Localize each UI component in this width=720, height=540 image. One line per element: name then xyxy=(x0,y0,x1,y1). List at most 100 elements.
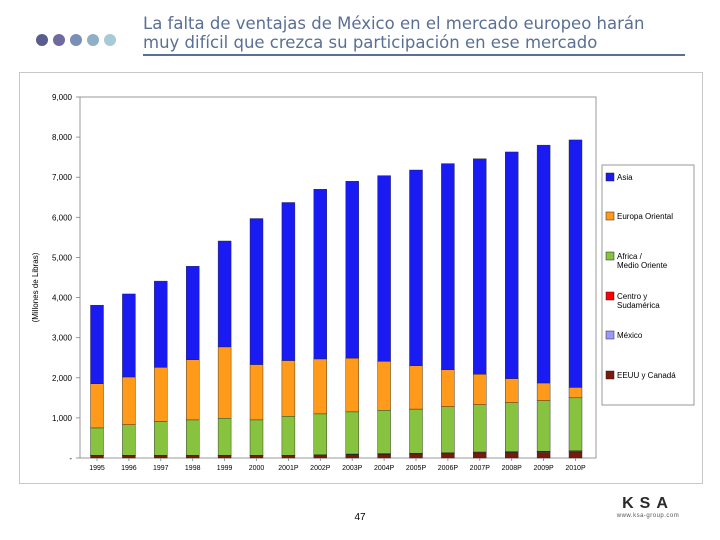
x-tick-label: 1997 xyxy=(153,465,169,472)
bar-segment xyxy=(90,304,104,384)
bar-segment xyxy=(154,455,168,459)
bar-segment xyxy=(473,452,487,459)
x-tick-label: 1998 xyxy=(185,465,201,472)
bar-segment xyxy=(473,404,487,453)
bar-segment xyxy=(313,189,327,360)
x-tick-label: 2002P xyxy=(310,465,331,472)
bar-segment xyxy=(185,455,200,459)
x-tick-label: 2003P xyxy=(342,465,363,472)
bar-segment xyxy=(505,402,519,452)
bar-segment xyxy=(441,369,455,407)
bar-segment xyxy=(505,151,519,379)
legend-label: Centro y Sudamérica xyxy=(617,292,660,310)
bar-segment xyxy=(185,419,200,456)
legend-swatch xyxy=(605,172,615,182)
y-tick-label: 2,000 xyxy=(52,374,73,383)
bar-segment xyxy=(249,419,264,456)
y-tick-label: - xyxy=(69,454,72,463)
legend-label: EEUU y Canadá xyxy=(617,371,676,380)
title-line-2: muy difícil que crezca su participación … xyxy=(143,33,598,52)
bar-segment xyxy=(473,373,487,405)
x-tick-label: 2007P xyxy=(470,465,491,472)
y-axis-title: (Millones de Libras) xyxy=(31,252,40,322)
plot-area xyxy=(79,96,597,459)
y-tick-label: 1,000 xyxy=(52,414,73,423)
y-tick-label: 6,000 xyxy=(52,213,73,222)
title-line-1: La falta de ventajas de México en el mer… xyxy=(143,14,645,33)
bar-segment xyxy=(536,400,551,452)
x-tick-label: 2009P xyxy=(533,465,554,472)
bar-segment xyxy=(568,397,583,451)
bar-segment xyxy=(345,411,359,455)
dot-2 xyxy=(53,34,65,46)
bar-segment xyxy=(281,202,296,361)
bar-segment xyxy=(249,218,264,365)
bar-segment xyxy=(505,452,519,459)
legend-label: México xyxy=(617,331,643,340)
logo-subtext: www.ksa-group.com xyxy=(616,513,680,519)
bar-segment xyxy=(122,376,136,425)
slide-title: La falta de ventajas de México en el mer… xyxy=(143,14,703,52)
page-number: 47 xyxy=(354,512,366,523)
y-tick-label: 8,000 xyxy=(52,133,73,142)
bar-segment xyxy=(122,293,136,378)
x-tick-label: 2006P xyxy=(438,465,459,472)
logo-mark: KSA xyxy=(622,495,674,512)
bar-segment xyxy=(505,378,519,403)
bar-segment xyxy=(377,361,391,411)
bar-segment xyxy=(345,181,359,359)
bar-segment xyxy=(217,418,232,456)
bar-segment xyxy=(217,240,232,348)
bar-segment xyxy=(154,367,168,422)
bar-segment xyxy=(441,163,455,370)
bar-segment xyxy=(536,382,551,401)
legend-swatch xyxy=(605,251,615,261)
legend-label: Africa / Medio Oriente xyxy=(617,252,668,270)
bar-segment xyxy=(90,383,104,429)
x-tick-label: 2001P xyxy=(278,465,299,472)
dot-5 xyxy=(104,34,116,46)
bar-segment xyxy=(536,144,551,384)
x-tick-label: 2000 xyxy=(249,465,265,472)
x-tick-label: 1995 xyxy=(89,465,105,472)
y-tick-label: 7,000 xyxy=(52,173,73,182)
bar-segment xyxy=(409,408,423,454)
dot-4 xyxy=(87,34,99,46)
bar-segment xyxy=(377,410,391,454)
bar-segment xyxy=(185,359,200,421)
bar-segment xyxy=(122,455,136,459)
bar-segment xyxy=(441,453,455,459)
bar-segment xyxy=(313,413,327,455)
bar-segment xyxy=(377,454,391,459)
legend-label: Asia xyxy=(617,173,633,182)
bar-segment xyxy=(217,455,232,459)
bar-segment xyxy=(90,427,104,456)
y-tick-label: 9,000 xyxy=(52,93,73,102)
x-tick-label: 2005P xyxy=(406,465,427,472)
x-tick-label: 1999 xyxy=(217,465,233,472)
bar-segment xyxy=(473,158,487,375)
bar-segment xyxy=(568,387,583,399)
bar-segment xyxy=(281,360,296,417)
legend-swatch xyxy=(605,291,615,301)
bar-segment xyxy=(409,169,423,366)
bar-segment xyxy=(377,175,391,362)
bar-segment xyxy=(154,280,168,368)
bar-segment xyxy=(154,421,168,456)
y-tick-label: 4,000 xyxy=(52,294,73,303)
bar-segment xyxy=(568,139,583,388)
legend-swatch xyxy=(605,211,615,221)
bar-segment xyxy=(217,346,232,419)
legend-swatch xyxy=(605,370,615,380)
bar-segment xyxy=(90,455,104,459)
bar-segment xyxy=(441,406,455,453)
bar-segment xyxy=(185,266,200,360)
bar-segment xyxy=(345,357,359,413)
y-tick-label: 3,000 xyxy=(52,334,73,343)
y-tick-label: 5,000 xyxy=(52,253,73,262)
bar-segment xyxy=(249,455,264,459)
x-tick-label: 2008P xyxy=(502,465,523,472)
bar-segment xyxy=(313,454,327,459)
title-underline xyxy=(143,54,685,56)
